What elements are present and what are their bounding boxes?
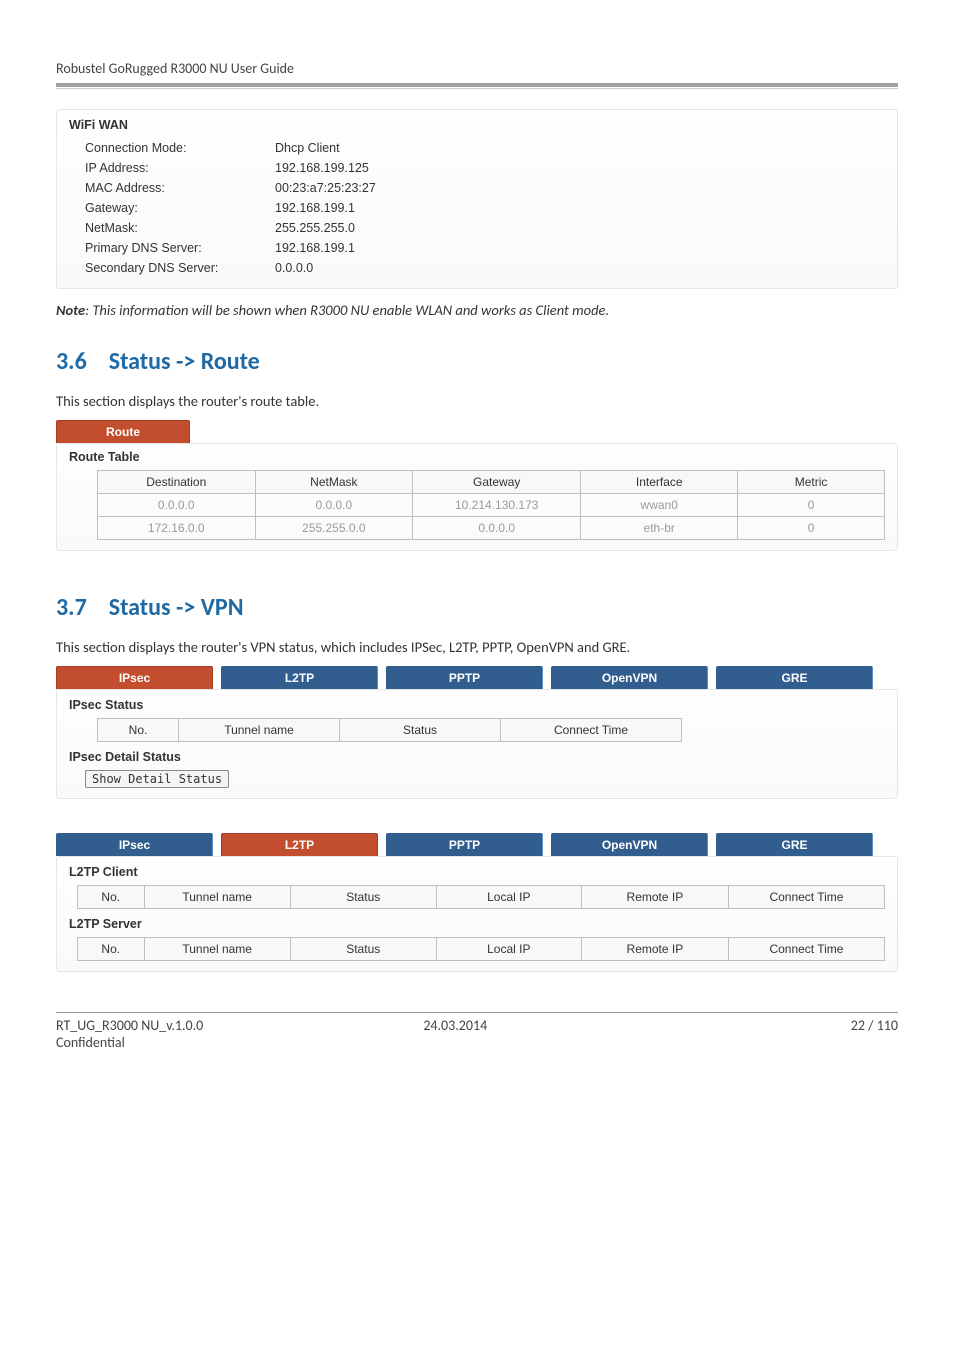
route-table-cell: 0 — [738, 517, 885, 540]
wifi-wan-value: 192.168.199.1 — [275, 241, 355, 255]
ipsec-panel: IPsec Status No.Tunnel nameStatusConnect… — [56, 689, 898, 799]
ipsec-status-table: No.Tunnel nameStatusConnect Time — [97, 718, 682, 742]
route-table-header: NetMask — [255, 471, 413, 494]
ipsec-status-title: IPsec Status — [69, 698, 885, 712]
sec-3-7-num: 3.7 — [56, 593, 87, 622]
route-table-cell: 0.0.0.0 — [413, 517, 581, 540]
wifi-wan-label: Primary DNS Server: — [85, 241, 275, 255]
route-table-cell: eth-br — [581, 517, 738, 540]
footer-mid: 24.03.2014 — [293, 1017, 660, 1034]
vpn-tabbar-ipsec: IPsec L2TP PPTP OpenVPN GRE — [56, 666, 898, 689]
tab-route[interactable]: Route — [56, 420, 190, 443]
note-rest: : This information will be shown when R3… — [85, 301, 609, 319]
sec-3-6-heading: 3.6 Status -> Route — [56, 347, 898, 376]
wifi-wan-label: Gateway: — [85, 201, 275, 215]
note-line: Note: This information will be shown whe… — [56, 301, 898, 319]
ipsec-status-header: Connect Time — [501, 719, 682, 742]
l2tp-header: Tunnel name — [144, 886, 290, 909]
route-table-header: Interface — [581, 471, 738, 494]
wifi-wan-label: MAC Address: — [85, 181, 275, 195]
sec-3-6-intro: This section displays the router's route… — [56, 392, 898, 410]
wifi-wan-row: Primary DNS Server:192.168.199.1 — [69, 238, 885, 258]
sec-3-6-title: Status -> Route — [109, 347, 260, 376]
ipsec-status-header: Status — [340, 719, 501, 742]
l2tp-header: No. — [78, 938, 145, 961]
sec-3-6-num: 3.6 — [56, 347, 87, 376]
l2tp-header: No. — [78, 886, 145, 909]
wifi-wan-label: NetMask: — [85, 221, 275, 235]
footer-left: RT_UG_R3000 NU_v.1.0.0 — [56, 1017, 293, 1034]
tab-openvpn[interactable]: OpenVPN — [551, 666, 708, 689]
l2tp-header: Connect Time — [728, 886, 884, 909]
show-detail-status-button[interactable]: Show Detail Status — [85, 770, 229, 788]
l2tp-header: Status — [290, 886, 436, 909]
footer-right: 22 / 110 — [661, 1017, 898, 1034]
l2tp-header: Local IP — [436, 886, 581, 909]
wifi-wan-value: 0.0.0.0 — [275, 261, 313, 275]
wifi-wan-row: MAC Address:00:23:a7:25:23:27 — [69, 178, 885, 198]
footer-rule — [56, 1012, 898, 1013]
tab-openvpn[interactable]: OpenVPN — [551, 833, 708, 856]
wifi-wan-value: 00:23:a7:25:23:27 — [275, 181, 376, 195]
l2tp-server-table: No.Tunnel nameStatusLocal IPRemote IPCon… — [77, 937, 885, 961]
wifi-wan-row: Secondary DNS Server:0.0.0.0 — [69, 258, 885, 278]
route-table: DestinationNetMaskGatewayInterfaceMetric… — [97, 470, 885, 540]
route-table-cell: 0.0.0.0 — [255, 494, 413, 517]
route-table-panel: Route Table DestinationNetMaskGatewayInt… — [56, 443, 898, 551]
l2tp-panel: L2TP Client No.Tunnel nameStatusLocal IP… — [56, 856, 898, 972]
footer-row: RT_UG_R3000 NU_v.1.0.0 24.03.2014 22 / 1… — [56, 1017, 898, 1034]
route-table-cell: 0 — [738, 494, 885, 517]
wifi-wan-value: 192.168.199.125 — [275, 161, 369, 175]
l2tp-header: Remote IP — [581, 886, 728, 909]
l2tp-header: Tunnel name — [144, 938, 290, 961]
wifi-wan-row: Connection Mode:Dhcp Client — [69, 138, 885, 158]
tab-ipsec[interactable]: IPsec — [56, 833, 213, 856]
wifi-wan-panel: WiFi WAN Connection Mode:Dhcp ClientIP A… — [56, 109, 898, 289]
doc-header: Robustel GoRugged R3000 NU User Guide — [56, 60, 898, 83]
route-table-title: Route Table — [69, 450, 885, 464]
wifi-wan-label: Secondary DNS Server: — [85, 261, 275, 275]
route-table-cell: wwan0 — [581, 494, 738, 517]
ipsec-status-header: No. — [98, 719, 179, 742]
ipsec-detail-title: IPsec Detail Status — [69, 750, 885, 764]
l2tp-header: Status — [290, 938, 436, 961]
route-table-cell: 172.16.0.0 — [98, 517, 256, 540]
tab-pptp[interactable]: PPTP — [386, 666, 543, 689]
sec-3-7-heading: 3.7 Status -> VPN — [56, 593, 898, 622]
tab-l2tp[interactable]: L2TP — [221, 833, 378, 856]
wifi-wan-value: Dhcp Client — [275, 141, 340, 155]
l2tp-header: Connect Time — [728, 938, 884, 961]
vpn-tabbar-l2tp: IPsec L2TP PPTP OpenVPN GRE — [56, 833, 898, 856]
route-table-cell: 0.0.0.0 — [98, 494, 256, 517]
route-table-header: Gateway — [413, 471, 581, 494]
l2tp-client-title: L2TP Client — [69, 865, 885, 879]
tab-l2tp[interactable]: L2TP — [221, 666, 378, 689]
route-table-header: Destination — [98, 471, 256, 494]
l2tp-client-table: No.Tunnel nameStatusLocal IPRemote IPCon… — [77, 885, 885, 909]
ipsec-status-header: Tunnel name — [179, 719, 340, 742]
l2tp-header: Local IP — [436, 938, 581, 961]
l2tp-server-title: L2TP Server — [69, 917, 885, 931]
wifi-wan-row: Gateway:192.168.199.1 — [69, 198, 885, 218]
wifi-wan-row: IP Address:192.168.199.125 — [69, 158, 885, 178]
wifi-wan-value: 255.255.255.0 — [275, 221, 355, 235]
wifi-wan-title: WiFi WAN — [69, 118, 885, 132]
sec-3-7-title: Status -> VPN — [109, 593, 244, 622]
tab-gre[interactable]: GRE — [716, 833, 873, 856]
route-tabbar: Route — [56, 420, 898, 443]
sec-3-7-intro: This section displays the router's VPN s… — [56, 638, 898, 656]
wifi-wan-value: 192.168.199.1 — [275, 201, 355, 215]
note-bold: Note — [56, 301, 85, 319]
route-table-cell: 255.255.0.0 — [255, 517, 413, 540]
tab-gre[interactable]: GRE — [716, 666, 873, 689]
footer-confidential: Confidential — [56, 1034, 898, 1051]
l2tp-header: Remote IP — [581, 938, 728, 961]
tab-pptp[interactable]: PPTP — [386, 833, 543, 856]
tab-ipsec[interactable]: IPsec — [56, 666, 213, 689]
wifi-wan-label: Connection Mode: — [85, 141, 275, 155]
wifi-wan-label: IP Address: — [85, 161, 275, 175]
route-table-cell: 10.214.130.173 — [413, 494, 581, 517]
wifi-wan-row: NetMask:255.255.255.0 — [69, 218, 885, 238]
route-table-header: Metric — [738, 471, 885, 494]
